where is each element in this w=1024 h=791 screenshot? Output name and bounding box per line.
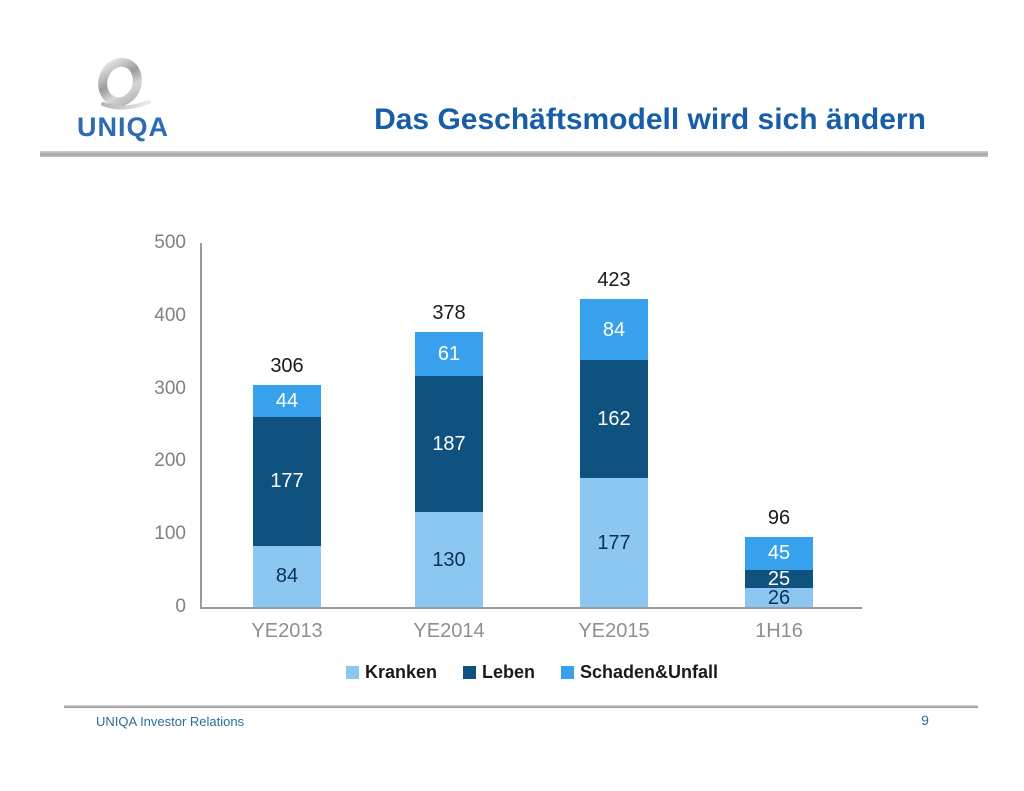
bar-segment: 25	[745, 567, 813, 590]
y-tick-label: 0	[175, 596, 186, 617]
legend-item: Leben	[462, 662, 535, 683]
y-tick-label: 400	[154, 304, 186, 326]
bar-value-label: 84	[275, 565, 299, 588]
y-axis-line	[200, 243, 202, 609]
bar-segment: 177	[580, 478, 648, 607]
bar-segment: 84	[580, 299, 648, 361]
legend-swatch-icon	[462, 666, 476, 679]
bar-total-label: 423	[597, 269, 631, 292]
bar-total-label: 306	[270, 354, 304, 377]
x-axis-line	[200, 607, 862, 609]
uniqa-swirl-icon	[98, 57, 151, 110]
footer-text: UNIQA Investor Relations	[96, 714, 245, 729]
bar-value-label: 44	[275, 389, 299, 412]
y-tick-label: 500	[154, 232, 186, 253]
y-tick-label: 300	[154, 377, 186, 399]
bar-value-label: 25	[767, 567, 791, 590]
chart-legend: Kranken Leben Schaden&Unfall	[202, 662, 862, 683]
bar-segment: 187	[415, 376, 483, 513]
bar-segment: 84	[253, 545, 321, 607]
header-divider	[40, 151, 988, 157]
x-category-label: 1H16	[755, 620, 803, 642]
legend-item: Schaden&Unfall	[561, 662, 718, 683]
legend-label: Leben	[481, 662, 535, 682]
y-tick-label: 200	[154, 450, 186, 472]
x-category-label: YE2014	[413, 620, 485, 642]
legend-item: Kranken	[345, 662, 437, 683]
bar-segment: 44	[253, 384, 321, 417]
uniqa-logo-text: UNIQA	[77, 112, 169, 142]
bar-value-label: 187	[432, 433, 466, 456]
slide-title: Das Geschäftsmodell wird sich ändern	[374, 103, 926, 136]
bar-value-label: 130	[432, 548, 466, 571]
legend-swatch-icon	[345, 666, 359, 679]
bar-segment: 45	[745, 537, 813, 570]
bar-value-label: 45	[767, 542, 791, 565]
bar-value-label: 61	[437, 343, 461, 366]
legend-swatch-icon	[561, 666, 574, 679]
y-tick-label: 100	[154, 523, 186, 545]
uniqa-logo: UNIQA	[68, 56, 178, 143]
x-category-label: YE2015	[578, 620, 650, 642]
bar-segment: 177	[253, 416, 321, 546]
bar-value-label: 177	[597, 531, 631, 554]
x-category-label: YE2013	[251, 620, 323, 642]
bar-total-label: 96	[767, 507, 791, 530]
footer-divider	[64, 705, 978, 708]
bar-value-label: 162	[597, 408, 631, 431]
legend-label: Kranken	[364, 662, 437, 682]
bar-value-label: 177	[270, 470, 304, 493]
bar-segment: 26	[745, 586, 813, 609]
bar-segment: 130	[415, 512, 483, 607]
bar-total-label: 378	[432, 301, 466, 324]
bar-segment: 162	[580, 360, 648, 479]
legend-label: Schaden&Unfall	[580, 662, 719, 682]
bar-value-label: 84	[602, 318, 626, 341]
bar-segment: 61	[415, 331, 483, 377]
bar-value-label: 26	[767, 586, 791, 609]
page-number: 9	[921, 712, 929, 728]
